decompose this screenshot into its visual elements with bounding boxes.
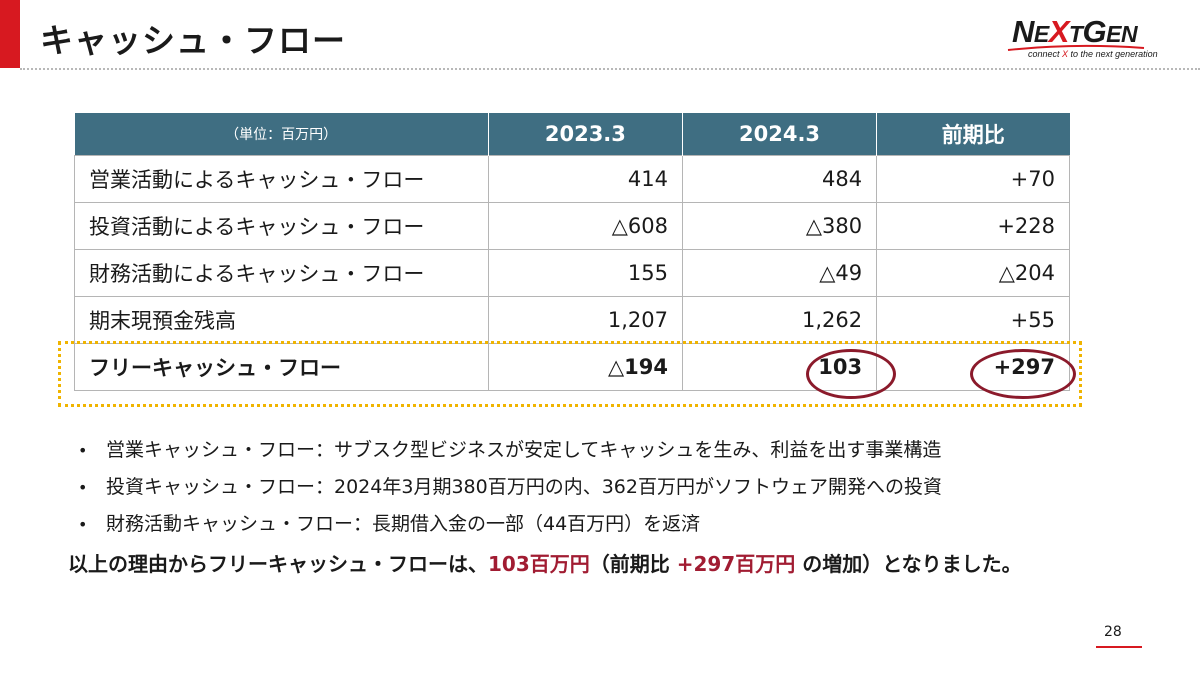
- cell-value: △608: [487, 202, 683, 250]
- logo-wordmark: NEXTGEN: [1012, 14, 1138, 49]
- fcf-change-highlight: +297百万円: [676, 552, 796, 576]
- cell-value: △380: [681, 202, 878, 250]
- cell-value: △194: [487, 343, 683, 391]
- free-cash-flow-row: フリーキャッシュ・フロー △194 103 +297: [74, 343, 1070, 391]
- table-header-row: （単位：百万円） 2023.3 2024.3 前期比: [74, 113, 1070, 156]
- row-label: 営業活動によるキャッシュ・フロー: [74, 155, 489, 203]
- header-divider: [20, 68, 1200, 70]
- cell-value: 155: [487, 249, 683, 297]
- row-label: 財務活動によるキャッシュ・フロー: [74, 249, 489, 297]
- page-title: キャッシュ・フロー: [40, 21, 346, 60]
- cell-value: +228: [876, 202, 1070, 250]
- row-label: フリーキャッシュ・フロー: [74, 343, 489, 391]
- cell-value: 414: [487, 155, 683, 203]
- cell-value: 1,207: [487, 296, 683, 344]
- row-label: 投資活動によるキャッシュ・フロー: [74, 202, 489, 250]
- column-header: 2024.3: [682, 113, 878, 156]
- logo-swoosh-icon: [1007, 44, 1145, 51]
- cell-value: △49: [681, 249, 878, 297]
- list-item: • 投資キャッシュ・フロー：2024年3月期380百万円の内、362百万円がソフト…: [78, 469, 942, 506]
- table-row: 投資活動によるキャッシュ・フロー △608 △380 +228: [74, 202, 1070, 250]
- table-row: 期末現預金残高 1,207 1,262 +55: [74, 296, 1070, 344]
- page-number-underline: [1096, 646, 1142, 648]
- fcf-amount-highlight: 103百万円: [488, 552, 590, 576]
- table-row: 財務活動によるキャッシュ・フロー 155 △49 △204: [74, 249, 1070, 297]
- bullet-marker: •: [78, 478, 88, 497]
- title-accent-bar: [0, 0, 20, 68]
- column-header: 前期比: [876, 113, 1070, 156]
- summary-statement: 以上の理由からフリーキャッシュ・フローは、103百万円（前期比 +297百万円 …: [68, 552, 1022, 576]
- change-circle-marker: [970, 349, 1076, 399]
- bullet-marker: •: [78, 441, 88, 460]
- cash-flow-table: （単位：百万円） 2023.3 2024.3 前期比 営業活動によるキャッシュ・…: [74, 113, 1070, 391]
- value-circle-marker: [806, 349, 896, 399]
- cell-value: △204: [876, 249, 1070, 297]
- bullet-marker: •: [78, 515, 88, 534]
- cell-value: 1,262: [681, 296, 878, 344]
- cell-value: +70: [876, 155, 1070, 203]
- logo-tagline: connect X to the next generation: [1028, 49, 1158, 59]
- row-label: 期末現預金残高: [74, 296, 489, 344]
- nextgen-logo: NEXTGEN connect X to the next generation: [1004, 14, 1158, 66]
- list-item: • 営業キャッシュ・フロー：サブスク型ビジネスが安定してキャッシュを生み、利益を出…: [78, 432, 942, 469]
- explanation-list: • 営業キャッシュ・フロー：サブスク型ビジネスが安定してキャッシュを生み、利益を出…: [78, 432, 942, 543]
- table-row: 営業活動によるキャッシュ・フロー 414 484 +70: [74, 155, 1070, 203]
- free-cash-flow-highlight-box: [58, 341, 1082, 407]
- page-number: 28: [1104, 624, 1122, 640]
- unit-label: （単位：百万円）: [74, 113, 489, 156]
- column-header: 2023.3: [488, 113, 683, 156]
- list-item: • 財務活動キャッシュ・フロー：長期借入金の一部（44百万円）を返済: [78, 506, 942, 543]
- cell-value: +55: [876, 296, 1070, 344]
- cell-value: 484: [681, 155, 878, 203]
